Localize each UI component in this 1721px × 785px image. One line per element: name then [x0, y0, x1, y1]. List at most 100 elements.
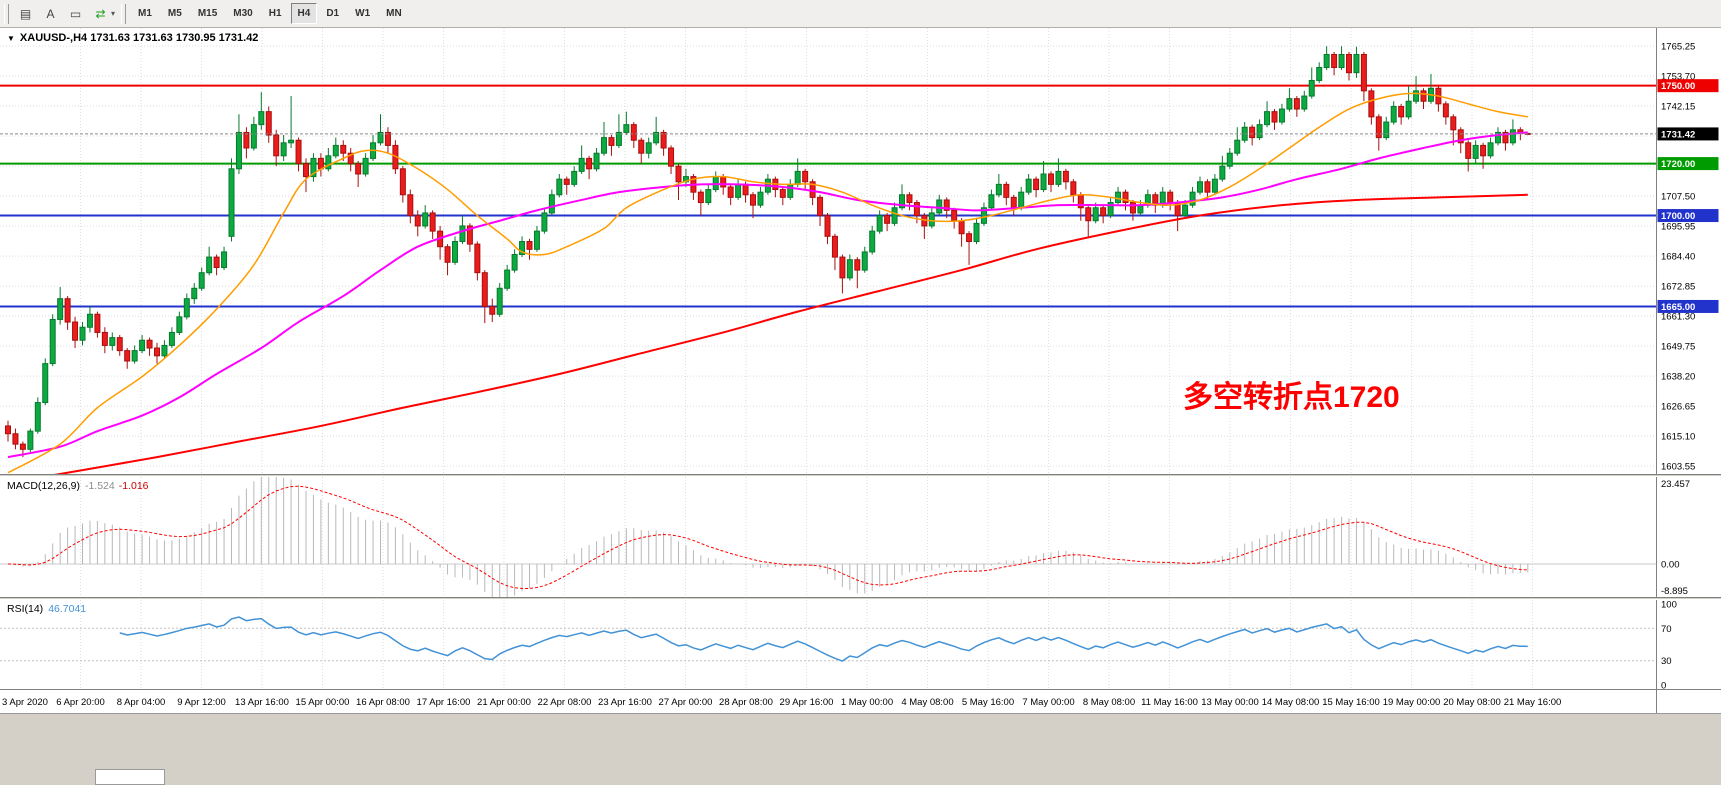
macd-label: MACD(12,26,9) -1.524 -1.016 [7, 480, 149, 492]
macd-pane[interactable]: 23.457 0.00 -8.895 MACD(12,26,9) -1.524 -1.0… [0, 477, 1721, 597]
time-label: 5 May 16:00 [962, 697, 1014, 708]
price-tick-label: 1765.25 [1661, 42, 1695, 53]
macd-histogram [14, 477, 1529, 597]
rsi-axis-label: 100 [1661, 600, 1677, 611]
price-tick-label: 1615.10 [1661, 432, 1695, 443]
macd-axis-label: 23.457 [1661, 479, 1690, 490]
tf-h4-button[interactable]: H4 [290, 3, 318, 24]
rsi-pane[interactable]: 100 70 30 0 RSI(14) 46.7041 [0, 600, 1721, 689]
pane-splitter[interactable] [0, 474, 1721, 477]
svg-text:1700.00: 1700.00 [1661, 211, 1695, 222]
price-tick-label: 1753.70 [1661, 72, 1695, 83]
tf-mn-button[interactable]: MN [379, 3, 409, 24]
chart-annotation[interactable]: 多空转折点1720 [1183, 381, 1400, 414]
rsi-axis-label: 70 [1661, 624, 1672, 635]
svg-text:1731.42: 1731.42 [1661, 129, 1695, 140]
price-tick-label: 1638.20 [1661, 372, 1695, 383]
price-tick-label: 1742.15 [1661, 102, 1695, 113]
macd-axis-label: -8.895 [1661, 586, 1688, 597]
rsi-value: 46.7041 [48, 603, 87, 615]
auto-trade-icon[interactable]: ⇄ [89, 3, 112, 24]
main-chart-canvas[interactable]: 1765.25 1753.70 1742.15 1707.50 1695.95 1684.… [0, 28, 1721, 474]
time-label: 8 May 08:00 [1083, 697, 1135, 708]
candlesticks [5, 46, 1531, 458]
time-label: 22 Apr 08:00 [538, 697, 592, 708]
tf-m30-button[interactable]: M30 [226, 3, 259, 24]
main-chart-pane[interactable]: 1765.25 1753.70 1742.15 1707.50 1695.95 1684.… [0, 28, 1721, 474]
macd-value: -1.524 [84, 480, 115, 492]
chart-dropdown-icon[interactable]: ▼ [7, 34, 15, 43]
status-strip [0, 713, 1721, 785]
time-label: 16 Apr 08:00 [356, 697, 410, 708]
time-label: 8 Apr 04:00 [117, 697, 166, 708]
tf-m1-button[interactable]: M1 [131, 3, 159, 24]
price-tick-label: 1661.30 [1661, 312, 1695, 323]
time-label: 9 Apr 12:00 [177, 697, 226, 708]
time-label: 23 Apr 16:00 [598, 697, 652, 708]
time-label: 28 Apr 08:00 [719, 697, 773, 708]
time-label: 3 Apr 2020 [2, 697, 48, 708]
svg-text:1750.00: 1750.00 [1661, 81, 1695, 92]
time-label: 17 Apr 16:00 [417, 697, 471, 708]
macd-signal-line [7, 485, 1528, 589]
price-tag-1720.00: 1720.00 [1657, 157, 1719, 171]
time-label: 13 May 00:00 [1201, 697, 1259, 708]
time-label: 15 May 16:00 [1322, 697, 1380, 708]
rsi-line [119, 616, 1528, 662]
rsi-axis-label: 30 [1661, 656, 1672, 667]
toolbar-grip [121, 3, 127, 24]
price-tag-1665.00: 1665.00 [1657, 299, 1719, 313]
time-label: 4 May 08:00 [901, 697, 953, 708]
time-label: 20 May 08:00 [1443, 697, 1501, 708]
price-tick-label: 1649.75 [1661, 342, 1695, 353]
pane-splitter[interactable] [0, 597, 1721, 600]
svg-text:1720.00: 1720.00 [1661, 159, 1695, 170]
rsi-axis-label: 0 [1661, 681, 1666, 690]
rsi-label: RSI(14) 46.7041 [7, 603, 87, 615]
time-label: 19 May 00:00 [1383, 697, 1441, 708]
price-tick-label: 1684.40 [1661, 252, 1695, 263]
price-tick-label: 1695.95 [1661, 222, 1695, 233]
price-tag-1750.00: 1750.00 [1657, 79, 1719, 93]
price-tag-1700.00: 1700.00 [1657, 209, 1719, 223]
time-label: 13 Apr 16:00 [235, 697, 289, 708]
price-tick-label: 1626.65 [1661, 402, 1695, 413]
svg-text:1665.00: 1665.00 [1661, 302, 1695, 313]
price-tick-label: 1672.85 [1661, 282, 1695, 293]
chart-title: ▼ XAUUSD-,H4 1731.63 1731.63 1730.95 1731… [7, 32, 258, 44]
price-tag-1731.42: 1731.42 [1657, 127, 1719, 141]
macd-canvas[interactable]: 23.457 0.00 -8.895 [0, 477, 1721, 597]
time-label: 11 May 16:00 [1141, 697, 1198, 708]
status-box [95, 769, 165, 785]
time-label: 14 May 08:00 [1262, 697, 1320, 708]
ma-slow-line [54, 193, 1528, 474]
tf-m15-button[interactable]: M15 [191, 3, 224, 24]
chart-title-text: XAUUSD-,H4 1731.63 1731.63 1730.95 1731.… [19, 32, 259, 44]
time-label: 21 May 16:00 [1504, 697, 1562, 708]
time-axis-canvas[interactable]: 3 Apr 2020 6 Apr 20:00 8 Apr 04:00 9 Apr 12… [0, 690, 1721, 713]
tf-m5-button[interactable]: M5 [161, 3, 189, 24]
time-label: 6 Apr 20:00 [56, 697, 105, 708]
chart-window-icon[interactable]: ▭ [64, 3, 87, 24]
ma-mid-line [7, 131, 1528, 459]
time-label: 21 Apr 00:00 [477, 697, 531, 708]
price-tick-label: 1603.55 [1661, 462, 1695, 473]
tf-d1-button[interactable]: D1 [319, 3, 346, 24]
chevron-down-icon[interactable]: ▾ [111, 9, 116, 18]
rsi-canvas[interactable]: 100 70 30 0 [0, 600, 1721, 689]
macd-signal-value: -1.016 [118, 480, 149, 492]
ma-fast-line [7, 92, 1528, 474]
time-label: 7 May 00:00 [1022, 697, 1074, 708]
tf-h1-button[interactable]: H1 [262, 3, 289, 24]
time-label: 27 Apr 00:00 [659, 697, 713, 708]
time-label: 29 Apr 16:00 [780, 697, 834, 708]
price-tick-label: 1707.50 [1661, 192, 1695, 203]
text-tool-icon[interactable]: A [39, 3, 62, 24]
toolbar: ▤ A ▭ ⇄ ▾ M1 M5 M15 M30 H1 H4 D1 W1 MN [0, 0, 1721, 28]
time-label: 15 Apr 00:00 [296, 697, 350, 708]
tf-w1-button[interactable]: W1 [348, 3, 377, 24]
time-axis[interactable]: 3 Apr 2020 6 Apr 20:00 8 Apr 04:00 9 Apr 12… [0, 689, 1721, 713]
chart-bars-icon[interactable]: ▤ [14, 3, 37, 24]
time-label: 1 May 00:00 [841, 697, 893, 708]
